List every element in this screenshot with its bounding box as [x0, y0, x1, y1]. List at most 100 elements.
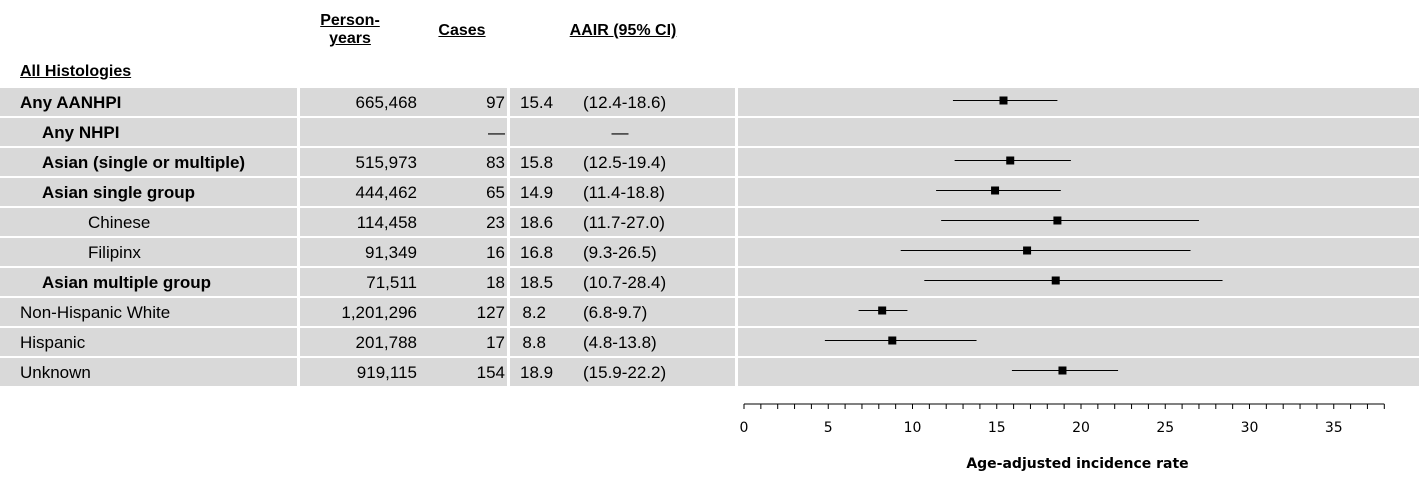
x-tick-label: 0: [740, 420, 749, 436]
row-background: [300, 238, 507, 266]
row-label: Hispanic: [20, 333, 86, 352]
table-row: Asian (single or multiple) 515,973 83 15.8 (…: [0, 148, 1419, 176]
point-estimate: [1058, 366, 1067, 375]
header-person-years: Person- years: [318, 12, 382, 48]
row-background: [738, 88, 1419, 116]
table-row: Hispanic 201,788 17 8.8 (4.8-13.8): [0, 328, 1419, 356]
row-background: [0, 328, 297, 356]
row-background: [738, 208, 1419, 236]
row-cases: 154: [476, 363, 505, 382]
point-estimate: [999, 96, 1008, 105]
point-estimate: [991, 186, 1000, 195]
row-background: [510, 88, 735, 116]
header-person-years-line2: years: [329, 30, 371, 47]
row-background: [738, 298, 1419, 326]
row-ci: (4.8-13.8): [583, 333, 657, 352]
row-background: [0, 268, 297, 296]
row-background: [0, 358, 297, 386]
row-background: [510, 148, 735, 176]
row-background: [300, 298, 507, 326]
row-background: [510, 238, 735, 266]
row-background: [0, 208, 297, 236]
row-background: [0, 238, 297, 266]
row-ci: (6.8-9.7): [583, 303, 648, 322]
row-person-years: 91,349: [365, 243, 417, 262]
row-background: [0, 88, 297, 116]
row-rate: —: [611, 123, 629, 142]
header-person-years-line1: Person-: [320, 12, 380, 29]
row-background: [738, 178, 1419, 206]
x-tick-label: 35: [1325, 420, 1343, 436]
row-background: [0, 298, 297, 326]
x-tick-label: 20: [1072, 420, 1090, 436]
row-background: [0, 118, 297, 146]
row-background: [738, 328, 1419, 356]
row-rate: 18.6: [520, 213, 554, 232]
row-person-years: 114,458: [356, 213, 417, 232]
point-estimate: [1051, 276, 1060, 285]
row-background: [300, 118, 507, 146]
x-axis-label: Age-adjusted incidence rate: [966, 456, 1189, 472]
row-background: [510, 298, 735, 326]
row-label: Any NHPI: [42, 123, 120, 142]
row-ci: (11.4-18.8): [583, 183, 665, 202]
point-estimate: [878, 306, 887, 315]
row-ci: (10.7-28.4): [583, 273, 667, 292]
x-tick-label: 5: [824, 420, 833, 436]
row-person-years: 919,115: [356, 363, 417, 382]
row-background: [0, 178, 297, 206]
row-background: [300, 148, 507, 176]
row-cases: 83: [486, 153, 505, 172]
table-row: Unknown 919,115 154 18.9 (15.9-22.2): [0, 358, 1419, 386]
row-rate: 15.4: [520, 93, 554, 112]
row-background: [300, 358, 507, 386]
point-estimate: [888, 336, 897, 345]
row-ci: (12.4-18.6): [583, 93, 667, 112]
row-rate: 18.9: [520, 363, 554, 382]
row-background: [738, 118, 1419, 146]
table-row: Non-Hispanic White 1,201,296 127 8.2 (6.8-9.…: [0, 298, 1419, 326]
row-background: [0, 148, 297, 176]
row-background: [738, 268, 1419, 296]
row-cases: 18: [486, 273, 505, 292]
row-label: Unknown: [20, 363, 91, 382]
table-row: Any AANHPI 665,468 97 15.4 (12.4-18.6): [0, 88, 1419, 116]
table-row: Filipinx 91,349 16 16.8 (9.3-26.5): [0, 238, 1419, 266]
row-cases: 65: [486, 183, 505, 202]
table-row: Asian multiple group 71,511 18 18.5 (10.7-28…: [0, 268, 1419, 296]
row-background: [738, 358, 1419, 386]
row-cases: 23: [486, 213, 505, 232]
point-estimate: [1053, 216, 1062, 225]
row-ci: (15.9-22.2): [583, 363, 667, 382]
row-rate: 18.5: [520, 273, 554, 292]
row-rate: 15.8: [520, 153, 554, 172]
x-tick-label: 25: [1156, 420, 1174, 436]
table-row: Asian single group 444,462 65 14.9 (11.4-18.…: [0, 178, 1419, 206]
row-person-years: 1,201,296: [341, 303, 417, 322]
row-background: [300, 88, 507, 116]
row-background: [510, 358, 735, 386]
row-ci: (12.5-19.4): [583, 153, 667, 172]
row-background: [510, 118, 735, 146]
header-aair: AAIR (95% CI): [569, 22, 677, 39]
row-background: [300, 208, 507, 236]
row-label: Any AANHPI: [20, 93, 122, 112]
row-label: Asian (single or multiple): [42, 153, 246, 172]
row-rate: 16.8: [520, 243, 554, 262]
row-ci: (11.7-27.0): [583, 213, 665, 232]
header-cases: Cases: [438, 22, 486, 39]
row-person-years: 71,511: [366, 273, 417, 292]
row-person-years: 201,788: [355, 333, 417, 352]
row-label: Chinese: [88, 213, 151, 232]
x-tick-label: 10: [904, 420, 922, 436]
row-background: [300, 268, 507, 296]
point-estimate: [1023, 246, 1032, 255]
row-label: Filipinx: [88, 243, 141, 262]
section-label: All Histologies: [20, 63, 132, 80]
row-cases: 17: [486, 333, 505, 352]
row-background: [738, 148, 1419, 176]
row-cases: 127: [476, 303, 505, 322]
row-background: [300, 178, 507, 206]
row-rate: 8.8: [522, 333, 546, 352]
